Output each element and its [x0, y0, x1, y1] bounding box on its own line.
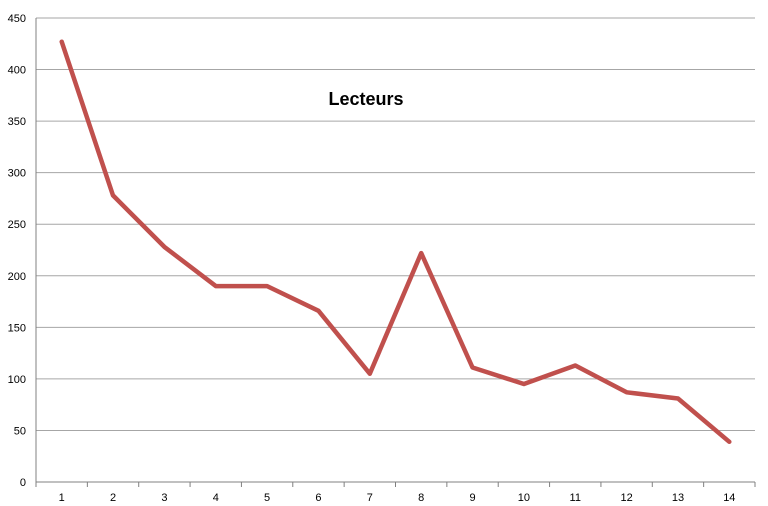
chart-title: Lecteurs [328, 89, 403, 109]
x-tick-label: 11 [570, 492, 581, 504]
x-tick-label: 5 [264, 492, 270, 504]
x-tick-label: 6 [315, 492, 321, 504]
y-tick-label: 0 [20, 477, 26, 489]
x-tick-label: 10 [518, 492, 530, 504]
y-tick-label: 450 [8, 13, 26, 25]
y-tick-label: 100 [8, 374, 26, 386]
y-tick-label: 250 [8, 219, 26, 231]
y-tick-label: 200 [8, 271, 26, 283]
x-axis-tick-labels: 1 2 3 4 5 6 7 8 9 10 11 12 13 14 [59, 492, 736, 504]
series-group [59, 39, 732, 445]
y-tick-label: 350 [8, 116, 26, 128]
x-tick-label: 8 [418, 492, 424, 504]
y-axis-tick-labels: 0 50 100 150 200 250 300 350 400 450 [8, 13, 26, 489]
x-tick-label: 1 [59, 492, 65, 504]
x-tick-label: 13 [672, 492, 684, 504]
y-tick-label: 400 [8, 65, 26, 77]
y-tick-label: 150 [8, 322, 26, 334]
gridlines [36, 17, 755, 431]
x-tick-label: 3 [161, 492, 167, 504]
y-tick-label: 300 [8, 168, 26, 180]
x-tick-label: 4 [213, 492, 219, 504]
x-tick-label: 14 [723, 492, 735, 504]
x-axis [35, 18, 756, 487]
x-tick-label: 2 [110, 492, 116, 504]
series-line [59, 39, 732, 445]
x-tick-label: 7 [367, 492, 373, 504]
x-tick-label: 12 [620, 492, 632, 504]
y-tick-label: 50 [14, 425, 26, 437]
x-tick-label: 9 [469, 492, 475, 504]
